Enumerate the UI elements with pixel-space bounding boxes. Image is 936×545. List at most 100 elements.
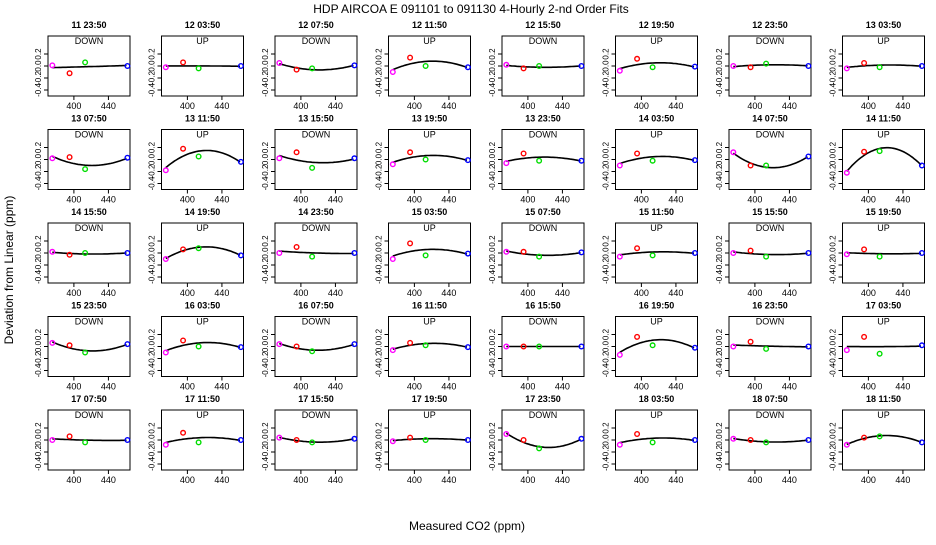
x-tick-label: 440	[782, 382, 797, 392]
data-point	[83, 440, 88, 445]
x-tick-label: 400	[180, 101, 195, 111]
panel-direction: DOWN	[529, 130, 558, 140]
data-point	[239, 253, 244, 258]
panel-direction: DOWN	[75, 410, 104, 420]
panel-direction: DOWN	[75, 36, 104, 46]
y-axis-label: Deviation from Linear (ppm)	[2, 196, 16, 345]
panel-title: 18 11:50	[866, 394, 901, 404]
x-tick-label: 400	[293, 195, 308, 205]
data-point	[83, 167, 88, 172]
fit-curve	[166, 247, 240, 259]
panel-direction: UP	[423, 317, 436, 327]
y-tick-label: -0.2	[829, 71, 838, 85]
data-point	[239, 438, 244, 443]
x-tick-label: 400	[407, 195, 422, 205]
panel-title: 16 11:50	[412, 301, 447, 311]
data-point	[764, 163, 769, 168]
x-tick-label: 440	[441, 382, 456, 392]
data-point	[920, 343, 925, 348]
y-tick-label: -0.2	[34, 258, 43, 272]
data-point	[693, 345, 698, 350]
x-tick-label: 440	[328, 195, 343, 205]
panel-direction: DOWN	[302, 223, 331, 233]
y-tick-label: -0.2	[375, 71, 384, 85]
panel-title: 18 03:50	[639, 394, 675, 404]
data-point	[408, 435, 413, 440]
y-tick-label: -0.2	[602, 71, 611, 85]
panel-title: 14 03:50	[639, 114, 675, 124]
y-tick-label: -0.2	[375, 445, 384, 459]
y-tick-label: 0.2	[148, 422, 157, 434]
panel-direction: UP	[650, 317, 663, 327]
x-tick-label: 400	[407, 101, 422, 111]
data-point	[877, 149, 882, 154]
panel-direction: DOWN	[529, 223, 558, 233]
x-tick-label: 400	[634, 101, 649, 111]
data-point	[391, 162, 396, 167]
panel-title: 17 07:50	[71, 394, 107, 404]
panel-title: 16 07:50	[298, 301, 334, 311]
fit-curve	[847, 436, 921, 445]
panel-title: 11 23:50	[71, 20, 106, 30]
data-point	[693, 64, 698, 69]
data-point	[579, 64, 584, 69]
fit-curve	[393, 343, 467, 349]
data-point	[521, 151, 526, 156]
y-tick-label: 0.0	[488, 434, 497, 446]
y-tick-label: 0.2	[148, 235, 157, 247]
data-point	[391, 257, 396, 262]
x-tick-label: 440	[214, 475, 229, 485]
y-tick-label: 0.2	[488, 235, 497, 247]
data-point	[748, 339, 753, 344]
y-tick-label: -0.2	[829, 258, 838, 272]
data-point	[920, 440, 925, 445]
y-tick-label: -0.2	[34, 164, 43, 178]
y-tick-label: 0.2	[148, 48, 157, 60]
panel-direction: UP	[650, 410, 663, 420]
data-point	[920, 163, 925, 168]
panel-title: 12 23:50	[752, 20, 788, 30]
fit-curve	[52, 252, 126, 254]
x-tick-label: 440	[895, 475, 910, 485]
y-tick-label: 0.0	[715, 60, 724, 72]
x-tick-label: 440	[214, 101, 229, 111]
x-axis-label: Measured CO2 (ppm)	[409, 519, 525, 533]
panel-title: 16 15:50	[525, 301, 561, 311]
data-point	[310, 66, 315, 71]
x-tick-label: 440	[214, 195, 229, 205]
panel-title: 17 23:50	[525, 394, 561, 404]
y-tick-label: 0.0	[261, 434, 270, 446]
data-point	[181, 60, 186, 65]
data-point	[466, 345, 471, 350]
x-tick-label: 400	[180, 475, 195, 485]
y-tick-label: 0.0	[829, 340, 838, 352]
y-tick-label: 0.2	[715, 235, 724, 247]
panel-direction: UP	[196, 36, 209, 46]
x-tick-label: 440	[328, 475, 343, 485]
x-tick-label: 440	[668, 101, 683, 111]
x-tick-label: 400	[293, 475, 308, 485]
x-tick-label: 400	[407, 475, 422, 485]
y-tick-label: 0.2	[715, 422, 724, 434]
y-tick-label: 0.2	[602, 328, 611, 340]
fit-curve	[506, 65, 580, 67]
x-tick-label: 400	[180, 288, 195, 298]
data-point	[635, 151, 640, 156]
x-tick-label: 400	[634, 382, 649, 392]
x-tick-label: 400	[747, 101, 762, 111]
data-point	[466, 65, 471, 70]
y-tick-label: 0.0	[715, 153, 724, 165]
panel-title: 12 15:50	[525, 20, 561, 30]
panel-direction: DOWN	[302, 36, 331, 46]
x-tick-label: 440	[214, 382, 229, 392]
